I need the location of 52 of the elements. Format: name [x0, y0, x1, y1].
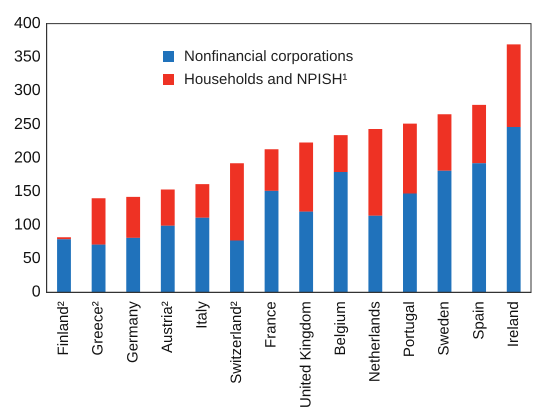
- bar: [126, 238, 140, 292]
- x-tick-label: Ireland: [504, 301, 522, 348]
- y-tick-label: 350: [14, 48, 41, 66]
- legend-label: Households and NPISH¹: [184, 71, 348, 88]
- y-tick-label: 0: [32, 284, 41, 301]
- bar: [57, 239, 71, 292]
- legend-label: Nonfinancial corporations: [184, 48, 354, 65]
- bar: [368, 216, 382, 292]
- x-tick-label: Greece²: [90, 301, 107, 356]
- bar: [264, 149, 278, 191]
- x-tick-label: Austria²: [158, 301, 176, 353]
- bar: [334, 172, 348, 292]
- bar: [403, 194, 417, 292]
- y-tick-label: 250: [14, 116, 41, 133]
- y-tick-label: 50: [22, 250, 41, 268]
- bar: [403, 124, 417, 194]
- bar: [472, 163, 486, 292]
- y-tick-label: 200: [14, 149, 41, 166]
- bar: [195, 218, 210, 292]
- bar: [264, 190, 278, 292]
- bar: [334, 135, 348, 172]
- x-tick-label: Italy: [194, 300, 211, 329]
- bar: [299, 142, 314, 212]
- bar: [160, 226, 175, 292]
- x-tick-label: Germany: [124, 300, 142, 363]
- bar: [506, 44, 521, 128]
- x-tick-label: Sweden: [436, 301, 453, 356]
- bar: [92, 198, 106, 245]
- x-tick-label: France: [262, 301, 280, 348]
- bar: [472, 104, 486, 164]
- x-tick-label: Netherlands: [366, 301, 384, 382]
- bar: [230, 163, 244, 241]
- bar: [230, 240, 244, 292]
- bar: [299, 212, 314, 292]
- y-tick-label: 300: [14, 82, 41, 100]
- bar: [92, 244, 106, 292]
- x-tick-label: United Kingdom: [297, 301, 314, 408]
- x-tick-label: Switzerland²: [228, 301, 246, 384]
- x-tick-label: Belgium: [332, 301, 349, 356]
- bar: [438, 114, 452, 171]
- bar: [506, 127, 521, 292]
- bar: [368, 129, 382, 216]
- x-tick-label: Finland²: [55, 301, 72, 356]
- bar: [195, 184, 210, 218]
- y-tick-label: 100: [14, 216, 41, 234]
- x-tick-label: Spain: [470, 301, 488, 340]
- bar: [126, 196, 140, 238]
- y-tick-label: 400: [14, 15, 41, 32]
- y-tick-label: 150: [14, 182, 41, 200]
- bar: [160, 190, 175, 226]
- bar: [438, 170, 452, 292]
- x-tick-label: Portugal: [401, 301, 418, 358]
